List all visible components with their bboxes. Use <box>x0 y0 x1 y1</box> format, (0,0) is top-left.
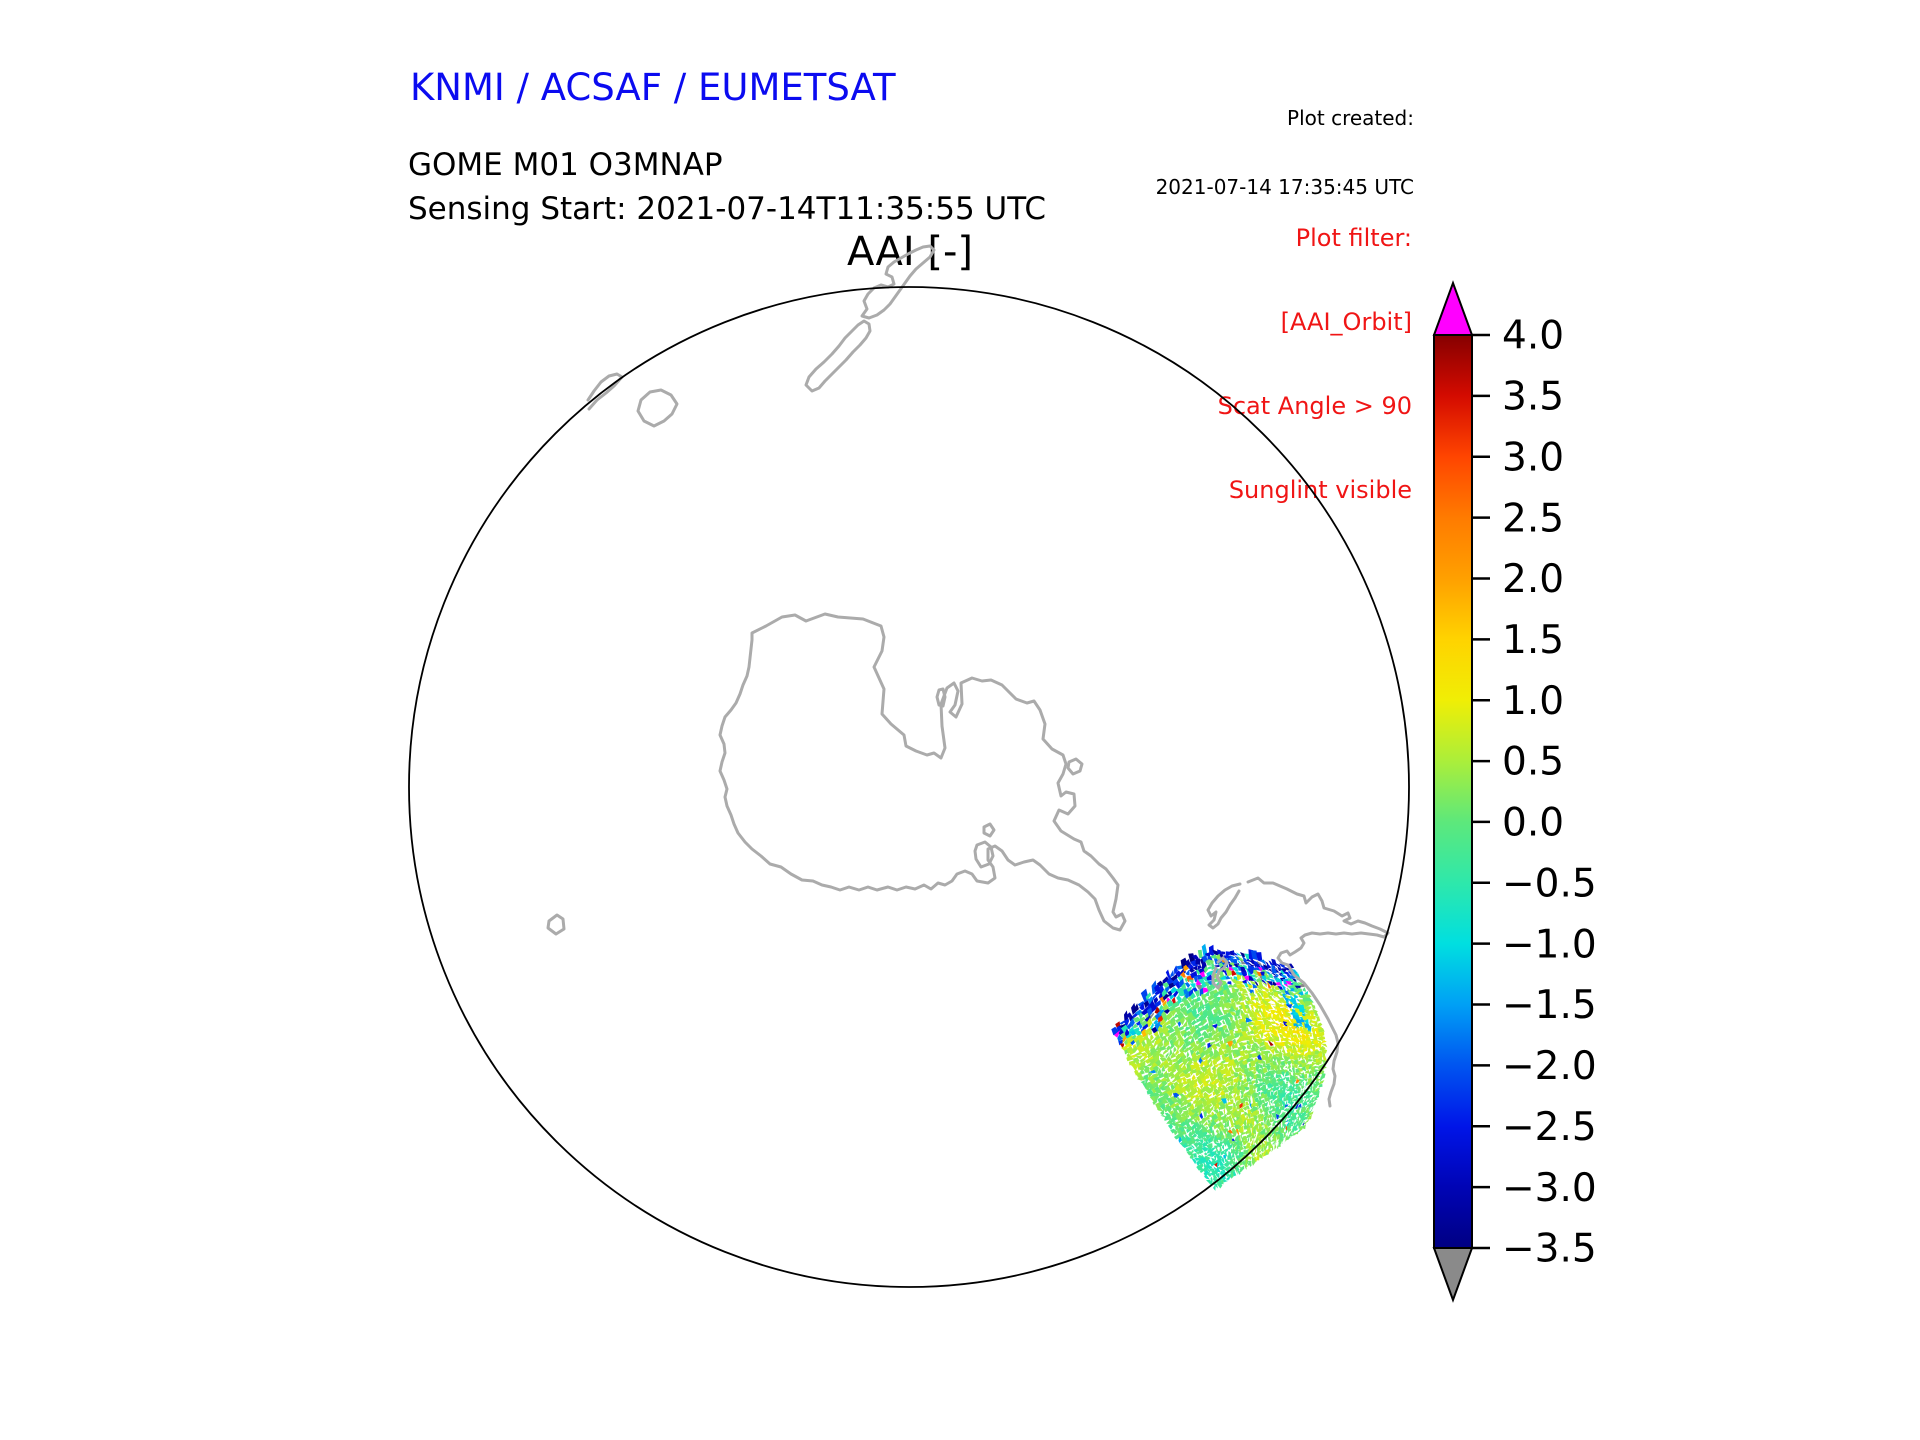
colorbar-tick-label: −1.0 <box>1502 922 1597 967</box>
coastline-kerguelen <box>546 913 566 936</box>
colorbar-tick-label: 0.0 <box>1502 801 1564 846</box>
colorbar-tick-label: 0.5 <box>1502 740 1564 785</box>
plot-filter-line: [AAI_Orbit] <box>1280 308 1412 336</box>
coastline-right-islets <box>1066 757 1084 776</box>
colorbar: 4.0 3.5 3.0 2.5 2.0 1.5 1.0 0.5 0.0 −0.5 −1.0 −1.5 −… <box>1432 280 1597 1303</box>
coastline-bay-island <box>935 687 947 708</box>
colorbar-tick-label: −2.0 <box>1502 1044 1597 1089</box>
organisation-title: KNMI / ACSAF / EUMETSAT <box>410 66 896 109</box>
plot-filter-line: Plot filter: <box>1295 224 1412 252</box>
colorbar-under-arrow <box>1432 1247 1474 1303</box>
colorbar-bar <box>1433 334 1473 1249</box>
colorbar-tick-label: −2.5 <box>1502 1105 1597 1150</box>
colorbar-tick-label: −3.0 <box>1502 1166 1597 1211</box>
plot-filter-block: Plot filter: [AAI_Orbit] Scat Angle > 90… <box>1218 168 1412 560</box>
colorbar-tick-label: 2.0 <box>1502 557 1564 602</box>
colorbar-over-arrow <box>1432 280 1474 336</box>
coastline-australia-fragment <box>586 372 624 411</box>
coastline-tierra-del-fuego-west <box>1206 882 1242 930</box>
plot-created-timestamp: 2021-07-14 17:35:45 UTC <box>1155 175 1414 199</box>
map-title: AAI [-] <box>847 229 973 275</box>
sensing-start: Sensing Start: 2021-07-14T11:35:55 UTC <box>408 191 1046 227</box>
colorbar-tick-label: 3.5 <box>1502 375 1564 420</box>
product-name: GOME M01 O3MNAP <box>408 147 723 183</box>
colorbar-tick-label: 2.5 <box>1502 496 1564 541</box>
coastline-south-america-tip <box>1246 876 1390 1108</box>
colorbar-tick-label: −3.5 <box>1502 1227 1597 1272</box>
plot-created-label: Plot created: <box>1287 106 1414 130</box>
aai-data-swath <box>1111 943 1328 1191</box>
coastline-antarctica <box>718 612 1127 932</box>
plot-filter-line: Scat Angle > 90 <box>1217 392 1412 420</box>
colorbar-tick-label: 1.5 <box>1502 618 1564 663</box>
plot-created-block: Plot created: 2021-07-14 17:35:45 UTC <box>1156 61 1414 245</box>
colorbar-tick-label: 1.0 <box>1502 679 1564 724</box>
coastline-cape-horn-islets <box>1211 956 1229 990</box>
coastline-new-zealand-north <box>860 244 936 320</box>
colorbar-tick-label: −0.5 <box>1502 861 1597 906</box>
coastline-coast-lake <box>973 840 995 869</box>
coastline-tasmania <box>636 388 679 428</box>
coastlines <box>546 244 1390 1108</box>
coastline-island-nw <box>982 822 996 838</box>
coastline-new-zealand-south <box>804 319 872 393</box>
colorbar-tick-label: 3.0 <box>1502 435 1564 480</box>
colorbar-tick-label: −1.5 <box>1502 983 1597 1028</box>
colorbar-tick-label: 4.0 <box>1502 314 1564 359</box>
map-boundary-circle <box>408 286 1410 1288</box>
